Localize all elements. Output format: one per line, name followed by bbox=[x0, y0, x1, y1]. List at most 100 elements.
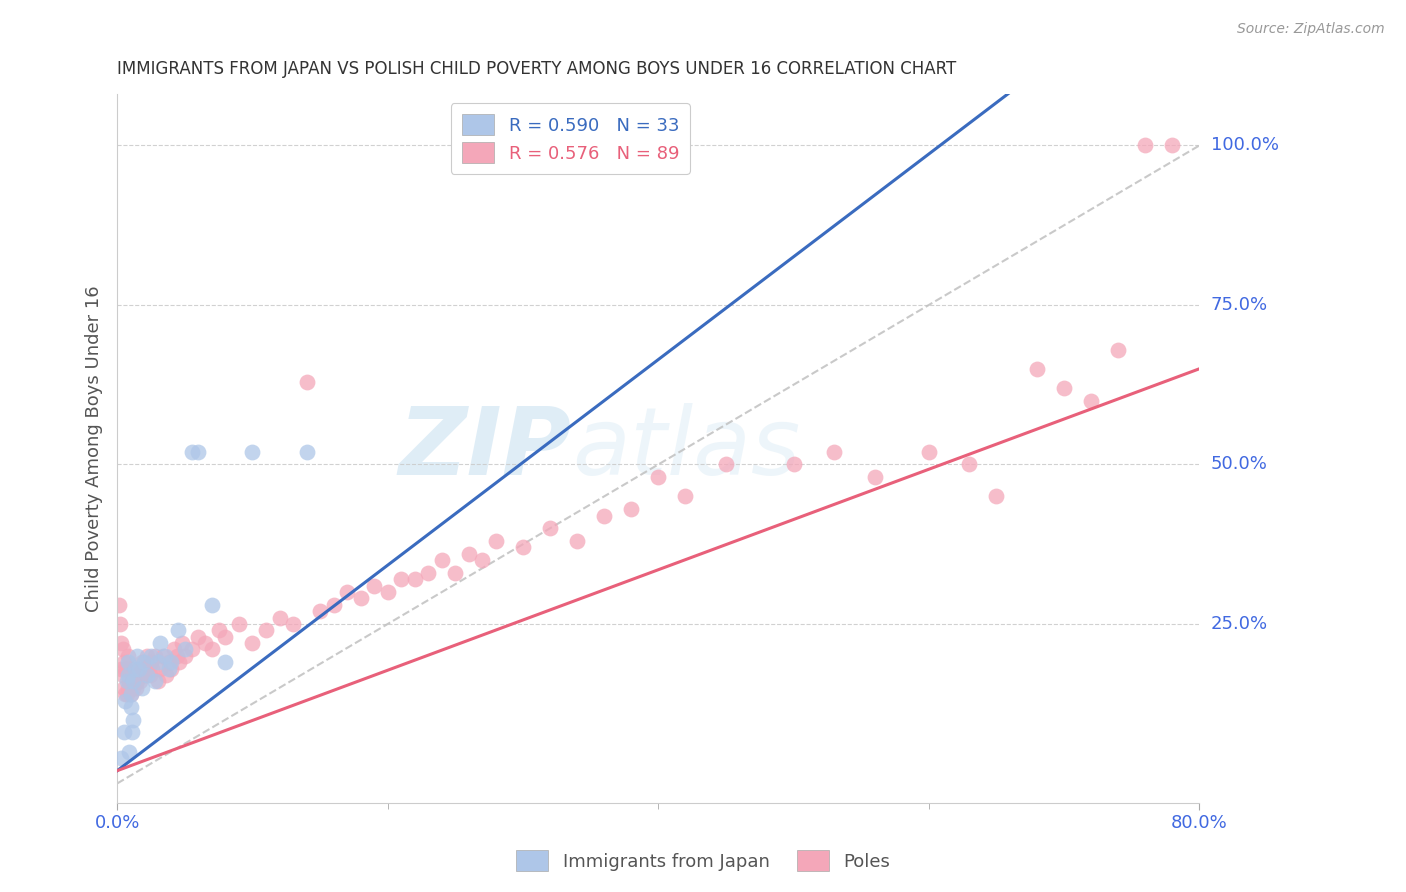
Point bbox=[114, 693, 136, 707]
Point bbox=[111, 642, 134, 657]
Point bbox=[125, 681, 148, 695]
Y-axis label: Child Poverty Among Boys Under 16: Child Poverty Among Boys Under 16 bbox=[86, 285, 103, 612]
Point bbox=[117, 655, 139, 669]
Point bbox=[180, 444, 202, 458]
Point bbox=[201, 642, 224, 657]
Point bbox=[110, 751, 132, 765]
Point bbox=[153, 648, 176, 663]
Point bbox=[124, 662, 146, 676]
Point bbox=[136, 668, 159, 682]
Point bbox=[115, 674, 138, 689]
Point bbox=[350, 591, 373, 606]
Point bbox=[138, 668, 160, 682]
Point bbox=[471, 553, 494, 567]
Point bbox=[122, 713, 145, 727]
Point bbox=[620, 502, 643, 516]
Point bbox=[131, 681, 153, 695]
Text: 25.0%: 25.0% bbox=[1211, 615, 1268, 633]
Point bbox=[117, 648, 139, 663]
Point bbox=[336, 585, 359, 599]
Point bbox=[242, 444, 264, 458]
Point bbox=[120, 687, 142, 701]
Point bbox=[143, 648, 166, 663]
Point bbox=[139, 655, 162, 669]
Point bbox=[1107, 343, 1129, 357]
Point bbox=[1080, 393, 1102, 408]
Point bbox=[180, 642, 202, 657]
Point bbox=[228, 617, 250, 632]
Point bbox=[146, 655, 169, 669]
Point bbox=[377, 585, 399, 599]
Point bbox=[1026, 361, 1049, 376]
Point bbox=[281, 617, 304, 632]
Legend: R = 0.590   N = 33, R = 0.576   N = 89: R = 0.590 N = 33, R = 0.576 N = 89 bbox=[451, 103, 690, 174]
Point bbox=[146, 674, 169, 689]
Text: 75.0%: 75.0% bbox=[1211, 296, 1268, 314]
Point bbox=[1053, 381, 1076, 395]
Point bbox=[163, 642, 186, 657]
Point bbox=[120, 662, 142, 676]
Point bbox=[107, 598, 129, 612]
Legend: Immigrants from Japan, Poles: Immigrants from Japan, Poles bbox=[509, 843, 897, 879]
Point bbox=[117, 681, 139, 695]
Point bbox=[565, 534, 588, 549]
Point bbox=[1135, 138, 1157, 153]
Point bbox=[295, 375, 318, 389]
Point bbox=[117, 668, 139, 682]
Text: 50.0%: 50.0% bbox=[1211, 456, 1267, 474]
Point bbox=[418, 566, 440, 580]
Point bbox=[404, 572, 426, 586]
Point bbox=[538, 521, 561, 535]
Point bbox=[141, 662, 163, 676]
Point bbox=[295, 444, 318, 458]
Point bbox=[187, 444, 209, 458]
Point bbox=[863, 470, 886, 484]
Point bbox=[444, 566, 467, 580]
Point bbox=[673, 489, 696, 503]
Point bbox=[114, 662, 136, 676]
Point bbox=[149, 662, 172, 676]
Point bbox=[112, 681, 135, 695]
Point bbox=[127, 674, 149, 689]
Point bbox=[254, 624, 277, 638]
Point bbox=[986, 489, 1008, 503]
Point bbox=[512, 541, 534, 555]
Point bbox=[458, 547, 481, 561]
Point bbox=[112, 655, 135, 669]
Point bbox=[134, 655, 156, 669]
Point bbox=[121, 725, 143, 739]
Point bbox=[131, 655, 153, 669]
Point bbox=[135, 662, 157, 676]
Point bbox=[823, 444, 845, 458]
Point bbox=[108, 617, 131, 632]
Point bbox=[152, 648, 174, 663]
Point bbox=[172, 636, 194, 650]
Point bbox=[363, 579, 385, 593]
Point bbox=[112, 725, 135, 739]
Point bbox=[959, 458, 981, 472]
Point bbox=[122, 681, 145, 695]
Point bbox=[128, 662, 150, 676]
Point bbox=[118, 674, 141, 689]
Point bbox=[714, 458, 737, 472]
Point bbox=[160, 655, 183, 669]
Point bbox=[121, 674, 143, 689]
Text: Source: ZipAtlas.com: Source: ZipAtlas.com bbox=[1237, 22, 1385, 37]
Point bbox=[166, 648, 188, 663]
Point bbox=[309, 604, 332, 618]
Point bbox=[129, 674, 152, 689]
Point bbox=[389, 572, 412, 586]
Point bbox=[124, 668, 146, 682]
Point bbox=[149, 636, 172, 650]
Point bbox=[430, 553, 453, 567]
Point bbox=[173, 648, 195, 663]
Point bbox=[143, 674, 166, 689]
Point bbox=[169, 655, 191, 669]
Point bbox=[485, 534, 508, 549]
Point bbox=[242, 636, 264, 650]
Point bbox=[128, 662, 150, 676]
Point bbox=[115, 687, 138, 701]
Point bbox=[120, 687, 142, 701]
Point bbox=[187, 630, 209, 644]
Point bbox=[1161, 138, 1184, 153]
